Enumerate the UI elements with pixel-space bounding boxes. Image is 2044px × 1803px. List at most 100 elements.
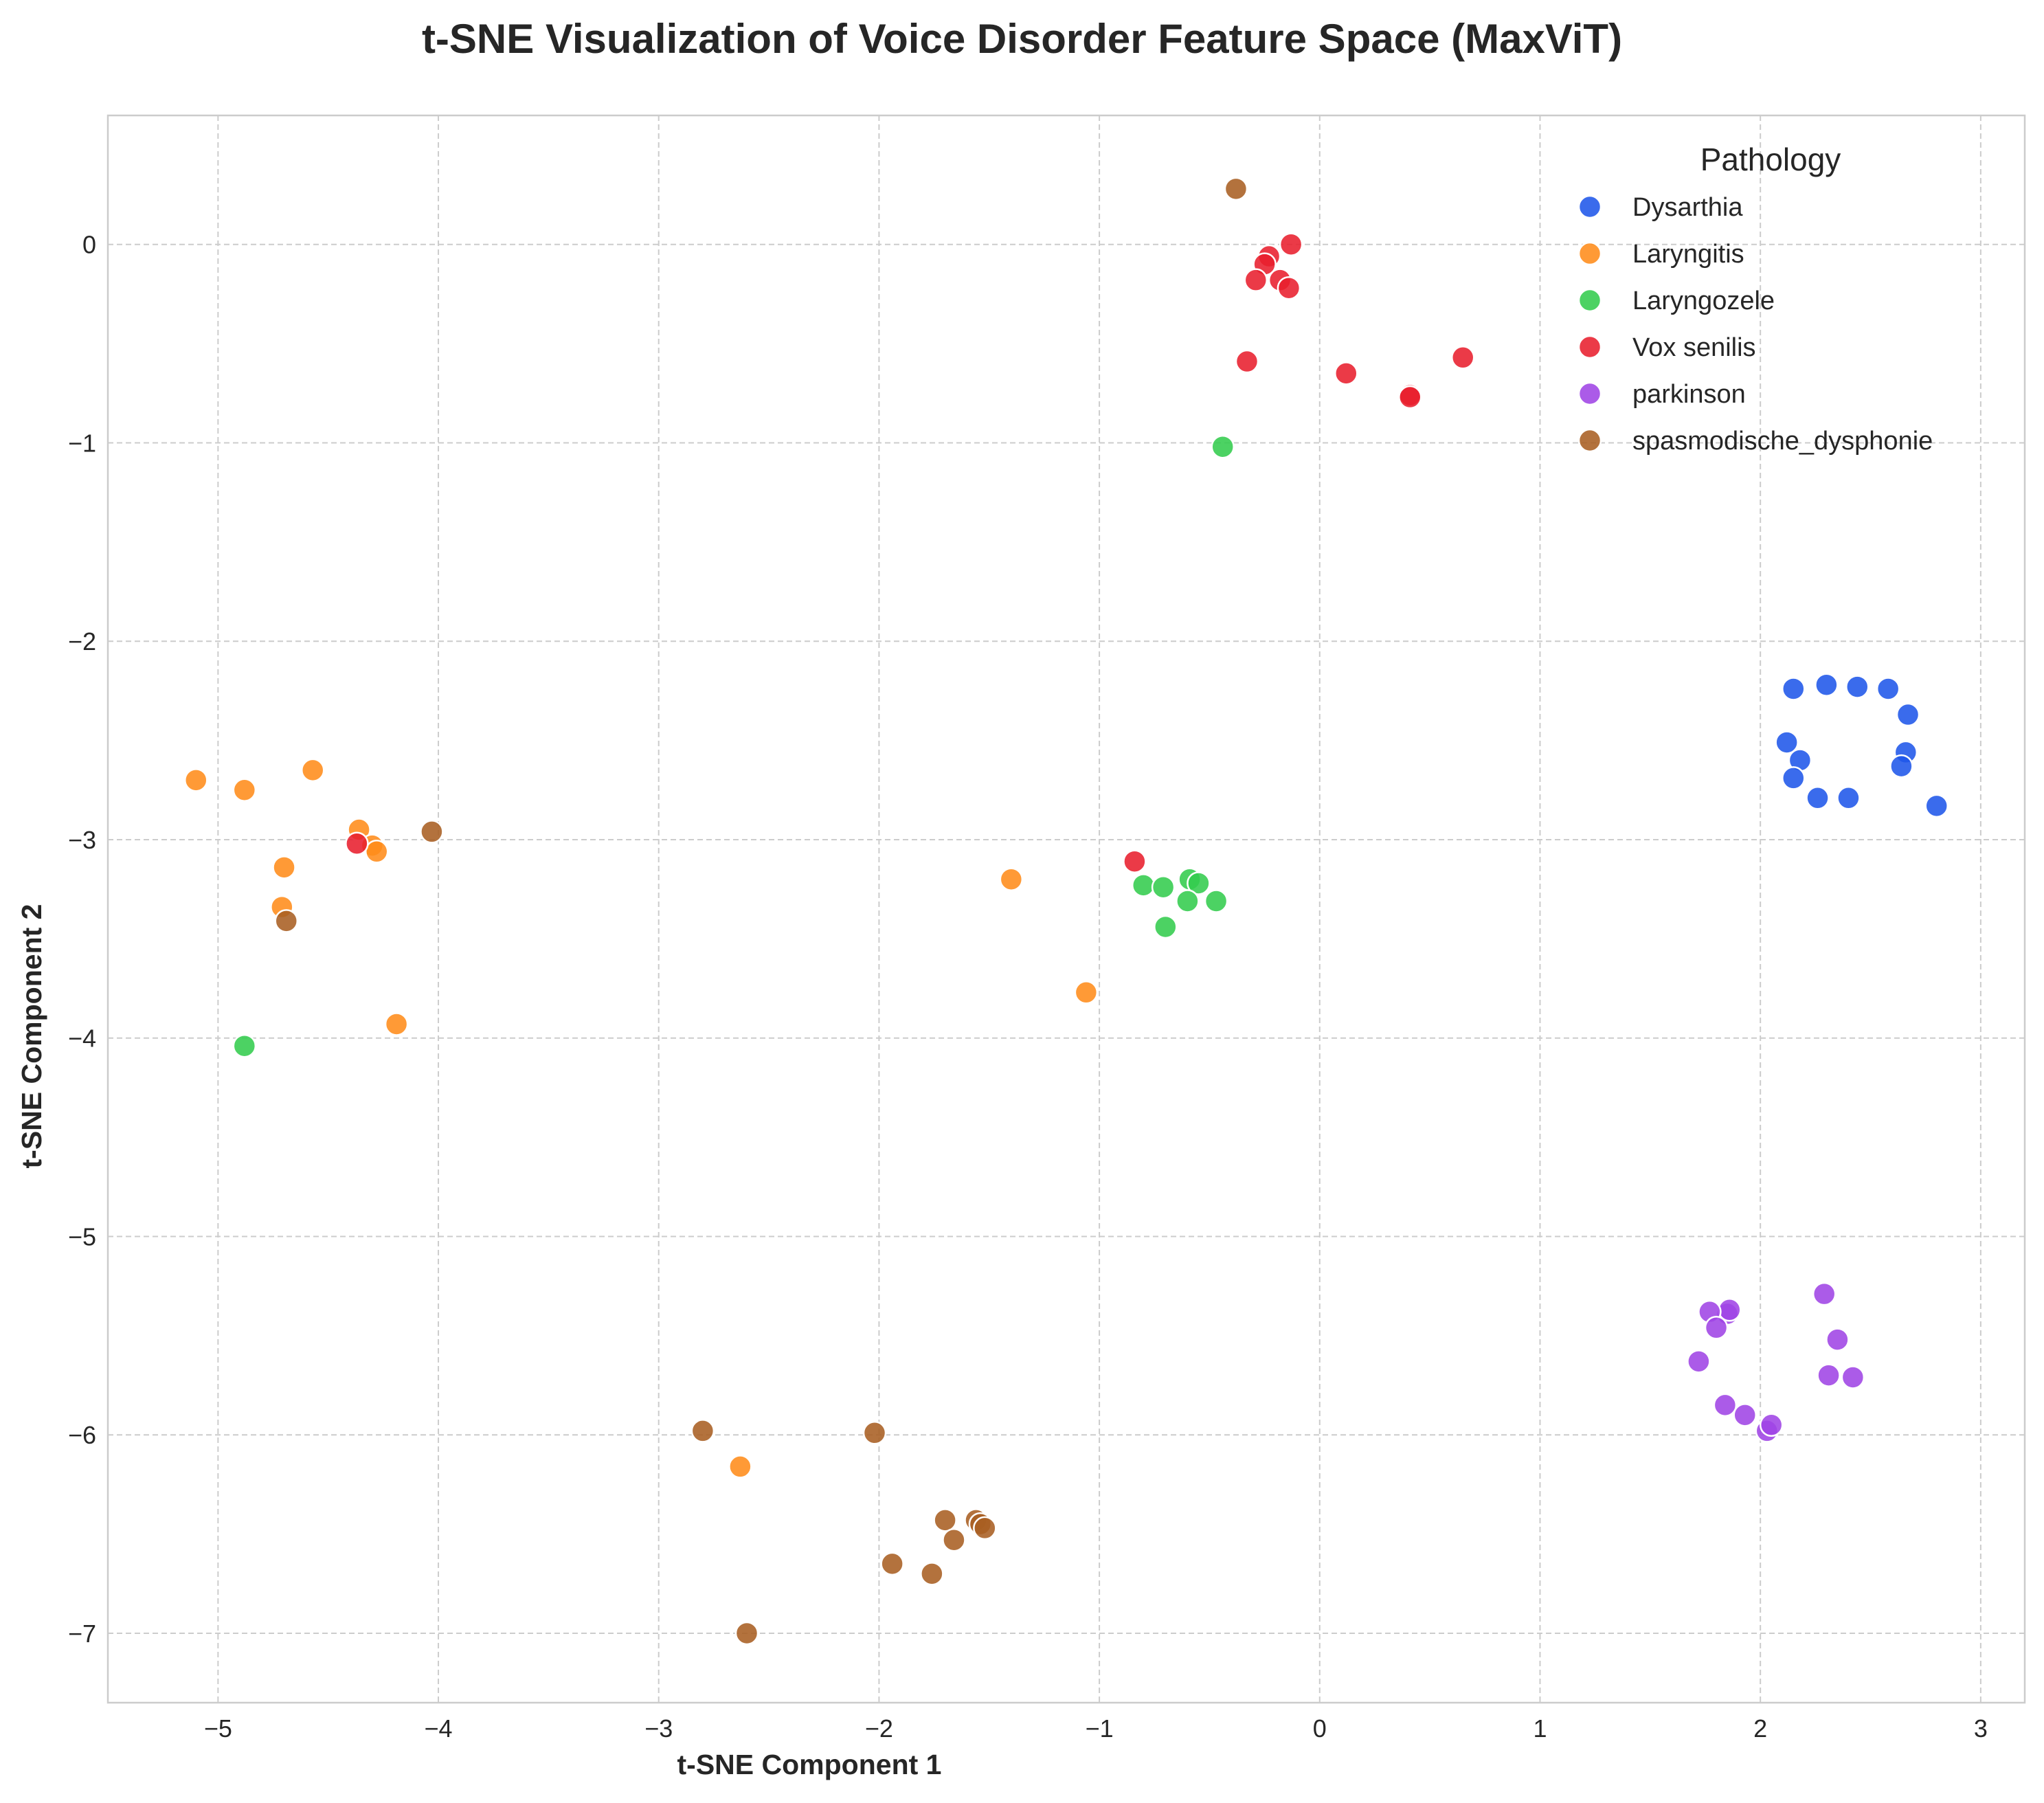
y-tick-label: 0 [82,231,96,259]
legend-marker [1577,428,1602,453]
data-point [1817,1363,1841,1387]
data-point [364,840,389,864]
data-point [1812,1281,1837,1306]
data-point [1074,981,1099,1005]
y-tick-label: −6 [68,1421,96,1449]
data-point [1154,915,1178,939]
data-point [345,831,369,855]
data-point [734,1621,759,1646]
x-axis-label: t-SNE Component 1 [677,1749,942,1780]
x-tick-label: 1 [1533,1714,1547,1743]
data-point [1704,1316,1729,1340]
legend-label: Dysarthia [1632,193,1743,222]
data-point [420,820,444,844]
data-point [184,768,208,792]
data-point [1334,361,1358,385]
data-point [728,1455,752,1479]
legend-title: Pathology [1700,142,1841,177]
data-point [1845,675,1869,699]
data-point [1782,677,1806,701]
legend-marker [1577,194,1602,219]
y-axis-label: t-SNE Component 2 [16,904,47,1169]
series-3 [345,232,1475,873]
legend-marker [1577,335,1602,359]
data-point [232,778,257,802]
plot-frame [106,114,2026,1704]
data-point [1151,875,1176,899]
series-0 [1775,673,1948,818]
data-point [1733,1403,1757,1427]
data-point [933,1508,957,1532]
x-tick-label: −4 [425,1714,453,1743]
x-tick-label: −3 [644,1714,673,1743]
data-point [1277,276,1301,300]
legend-label: Laryngozele [1632,287,1775,315]
data-point [1841,1365,1865,1389]
chart-title: t-SNE Visualization of Voice Disorder Fe… [421,16,1623,62]
data-point [1782,766,1806,790]
data-point [1687,1350,1711,1374]
data-point [1876,677,1900,701]
data-point [1889,754,1913,779]
legend-items: Dysarthia Laryngitis Laryngozele Vox senili… [1577,193,1933,456]
data-point [1815,673,1839,697]
legend-marker [1577,288,1602,313]
y-tick-label: −3 [68,826,96,854]
legend-label: Vox senilis [1632,333,1756,362]
data-point [1131,873,1156,897]
legend-label: parkinson [1632,380,1746,409]
data-point [1204,889,1228,913]
data-point [1837,786,1861,810]
x-tick-label: 0 [1313,1714,1327,1743]
data-point [1924,794,1948,818]
legend-marker [1577,381,1602,406]
x-tick-label: 3 [1974,1714,1988,1743]
y-tick-label: −7 [68,1620,96,1648]
series-1 [184,758,1099,1479]
data-point [1235,349,1259,374]
data-point [1775,730,1799,754]
data-point [1123,849,1147,873]
x-tick-label: −1 [1086,1714,1114,1743]
data-point [1279,232,1303,256]
data-point [690,1419,715,1443]
series-2 [232,434,1235,1058]
data-point [272,855,296,880]
data-point [1244,268,1268,292]
data-point [300,758,325,783]
y-tick-label: −4 [68,1024,96,1053]
data-point [1806,786,1830,810]
series-4 [1687,1281,1865,1443]
data-point [862,1421,887,1445]
legend-label: spasmodische_dysphonie [1632,427,1933,456]
legend: Pathology Dysarthia Laryngitis Laryngozele… [1577,142,1933,456]
x-tick-label: 2 [1753,1714,1767,1743]
data-point [1176,889,1200,913]
data-point [973,1516,997,1541]
data-point [232,1033,257,1058]
series-5 [274,177,1248,1646]
data-point [1713,1393,1738,1418]
axis-ticks: −5 −4 −3 −2 −1 0 1 2 3 0 −1 −2 −3 −4 −5 −6 −7 [68,231,1988,1743]
data-point [384,1012,409,1036]
x-tick-label: −2 [865,1714,893,1743]
data-point [999,867,1024,891]
legend-marker [1577,241,1602,266]
data-point [1450,346,1475,370]
y-tick-label: −2 [68,627,96,656]
x-tick-label: −5 [204,1714,232,1743]
data-point [1224,177,1248,201]
data-point [1398,385,1422,410]
data-point [1759,1413,1784,1437]
y-tick-label: −1 [68,429,96,457]
legend-label: Laryngitis [1632,240,1744,269]
data-point [1896,702,1920,727]
data-point [274,909,299,933]
data-points [184,177,1948,1646]
data-point [1211,434,1235,459]
data-point [920,1562,944,1586]
data-point [942,1527,966,1552]
y-tick-label: −5 [68,1222,96,1251]
data-point [880,1552,904,1576]
